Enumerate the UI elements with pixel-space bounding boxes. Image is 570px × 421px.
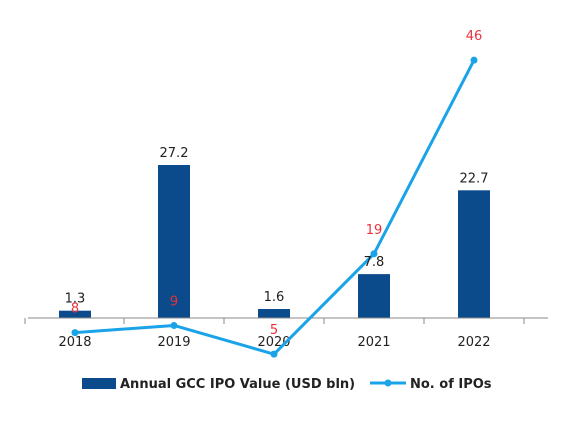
labels-layer: 1.3 27.2 1.6 7.8 22.7 8 9 5 19 46 — [65, 29, 489, 338]
line-layer — [71, 56, 478, 358]
bar-2018 — [59, 310, 91, 318]
bars-layer — [59, 165, 490, 318]
ipo-count-label-2022: 46 — [466, 29, 483, 44]
ipo-count-label-2019: 9 — [170, 294, 178, 309]
bar-value-label-2019: 27.2 — [160, 146, 189, 161]
ipo-count-point-2019 — [170, 321, 178, 329]
ipo-count-point-2020 — [270, 350, 278, 358]
bar-2020 — [258, 309, 290, 318]
ipo-count-label-2018: 8 — [71, 302, 79, 317]
bar-2021 — [358, 274, 390, 318]
ipo-count-point-2022 — [470, 56, 478, 64]
legend-layer: Annual GCC IPO Value (USD bln) No. of IPO… — [82, 377, 492, 392]
bar-value-label-2018: 1.3 — [65, 292, 86, 307]
bar-2019 — [158, 165, 190, 318]
bar-value-label-2021: 7.8 — [364, 255, 385, 270]
x-tick-label-2022: 2022 — [457, 335, 490, 350]
legend-bar-swatch — [82, 378, 116, 389]
legend-line-label: No. of IPOs — [410, 377, 492, 392]
bar-2022 — [458, 190, 490, 318]
ipo-count-point-2018 — [71, 329, 79, 337]
ipo-count-label-2020: 5 — [270, 323, 278, 338]
x-tick-label-2021: 2021 — [357, 335, 390, 350]
x-tick-label-2019: 2019 — [157, 335, 190, 350]
ipo-count-point-2021 — [370, 250, 378, 258]
axis-layer: 2018 2019 2020 2021 2022 — [24, 317, 548, 350]
bar-value-label-2022: 22.7 — [460, 171, 489, 186]
legend-bar-label: Annual GCC IPO Value (USD bln) — [120, 377, 355, 392]
x-tick-label-2018: 2018 — [58, 335, 91, 350]
ipo-count-label-2021: 19 — [366, 223, 383, 238]
bar-value-label-2020: 1.6 — [264, 290, 285, 305]
legend-line-marker — [384, 379, 392, 387]
